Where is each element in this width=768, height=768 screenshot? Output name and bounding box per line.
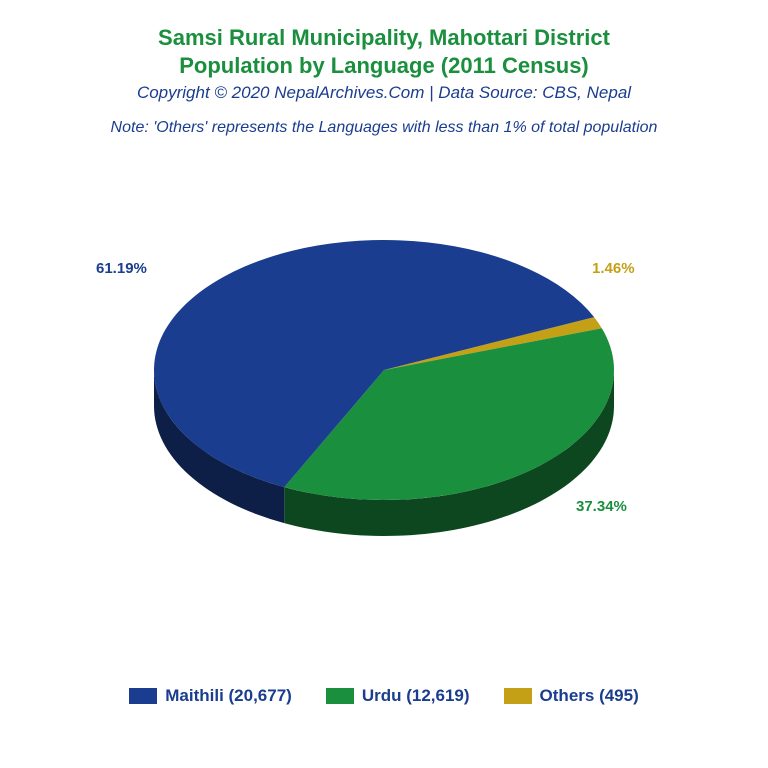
legend-swatch [129, 688, 157, 704]
legend-swatch [504, 688, 532, 704]
legend-swatch [326, 688, 354, 704]
legend-label: Urdu (12,619) [362, 686, 470, 706]
chart-title-line1: Samsi Rural Municipality, Mahottari Dist… [0, 24, 768, 52]
pct-label: 61.19% [96, 260, 147, 277]
pct-label: 1.46% [592, 260, 635, 277]
legend-label: Maithili (20,677) [165, 686, 292, 706]
legend-label: Others (495) [540, 686, 639, 706]
legend-item: Urdu (12,619) [326, 686, 470, 706]
chart-note: Note: 'Others' represents the Languages … [0, 119, 768, 137]
chart-header: Samsi Rural Municipality, Mahottari Dist… [0, 0, 768, 137]
pct-label: 37.34% [576, 498, 627, 515]
chart-title-line2: Population by Language (2011 Census) [0, 52, 768, 80]
legend-item: Maithili (20,677) [129, 686, 292, 706]
legend-item: Others (495) [504, 686, 639, 706]
chart-legend: Maithili (20,677) Urdu (12,619) Others (49… [0, 686, 768, 706]
chart-subtitle: Copyright © 2020 NepalArchives.Com | Dat… [0, 83, 768, 103]
pie-chart: 61.19% 1.46% 37.34% [0, 200, 768, 600]
